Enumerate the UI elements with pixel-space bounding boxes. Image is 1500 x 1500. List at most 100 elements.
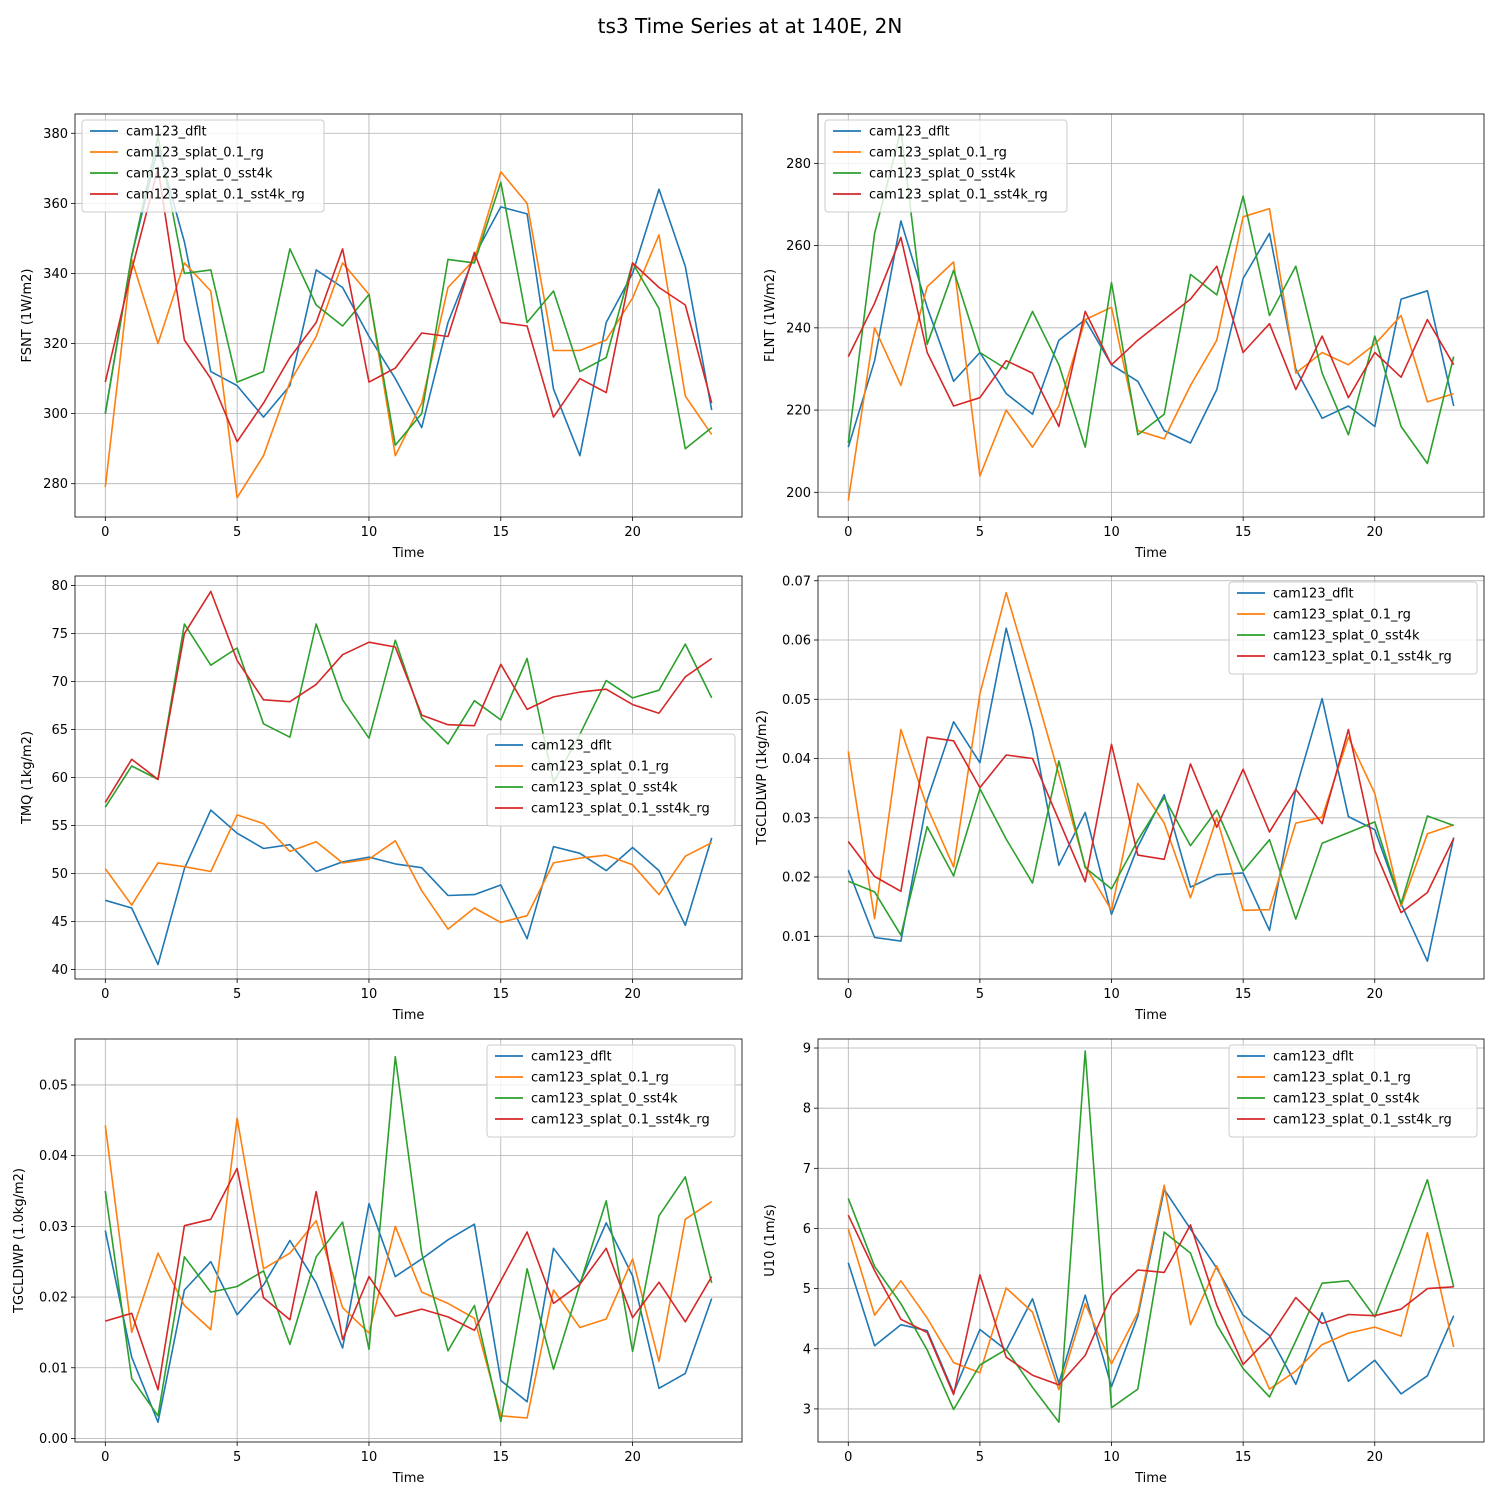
x-tick-label: 15 — [492, 987, 509, 1002]
y-axis-label: FSNT (1W/m2) — [20, 269, 35, 363]
series-line-cam123-splat-0-sst4k — [847, 1050, 1455, 1424]
x-tick-label: 20 — [1366, 1450, 1383, 1465]
y-tick-label: 280 — [43, 477, 68, 492]
y-axis-label: FLNT (1W/m2) — [763, 269, 778, 362]
axes-frame — [817, 575, 1485, 980]
y-tick-label: 6 — [803, 1222, 811, 1237]
y-tick-label: 360 — [43, 197, 68, 212]
x-tick-label: 20 — [1366, 987, 1383, 1002]
y-tick-label: 380 — [43, 127, 68, 142]
x-tick-label: 5 — [976, 1450, 984, 1465]
y-tick-label: 45 — [51, 915, 68, 930]
series-line-cam123-splat-0-1-rg — [847, 1184, 1455, 1391]
y-tick-label: 50 — [51, 867, 68, 882]
legend-entry: cam123_splat_0.1_sst4k_rg — [869, 188, 1048, 203]
series-line-cam123-dflt — [104, 1202, 713, 1424]
series-line-cam123-splat-0-1-sst4k-rg — [847, 236, 1455, 428]
x-tick-label: 15 — [1235, 1450, 1252, 1465]
y-tick-label: 0.01 — [39, 1361, 68, 1376]
legend-entry: cam123_dflt — [531, 739, 612, 754]
y-tick-label: 7 — [803, 1162, 811, 1177]
legend: cam123_dflt cam123_splat_0.1_rg cam123_spl… — [1228, 581, 1478, 675]
chart-tgcldiwp: 0 5 10 15 20 0.00 0.01 0.02 0.03 0.04 0.05 Time TGCL… — [12, 1038, 743, 1486]
legend-entry: cam123_dflt — [1273, 1050, 1354, 1065]
x-axis-label: Time — [1134, 1471, 1167, 1486]
series-line-cam123-dflt — [105, 809, 713, 966]
y-tick-label: 320 — [43, 337, 68, 352]
x-tick-label: 15 — [1235, 987, 1252, 1002]
series-line-cam123-splat-0-1-sst4k-rg — [104, 590, 713, 803]
series-line-cam123-dflt — [847, 627, 1455, 963]
series-line-cam123-dflt — [847, 220, 1455, 448]
legend: cam123_dflt cam123_splat_0.1_rg cam123_spl… — [486, 1044, 736, 1138]
x-tick-label: 5 — [233, 525, 241, 540]
y-tick-label: 80 — [51, 579, 68, 594]
legend-entry: cam123_splat_0_sst4k — [869, 167, 1016, 182]
x-tick-label: 0 — [101, 987, 109, 1002]
legend-entry: cam123_dflt — [531, 1050, 612, 1065]
y-tick-label: 220 — [786, 404, 811, 419]
y-tick-label: 0.03 — [39, 1220, 68, 1235]
y-tick-label: 240 — [786, 321, 811, 336]
axes-frame — [817, 1038, 1485, 1443]
x-axis-label: Time — [392, 546, 425, 561]
legend-entry: cam123_splat_0_sst4k — [126, 167, 273, 182]
x-tick-label: 5 — [233, 1450, 241, 1465]
legend-box — [486, 733, 736, 827]
series-line-cam123-splat-0-sst4k — [104, 135, 713, 450]
legend: cam123_dflt cam123_splat_0.1_rg cam123_spl… — [1228, 1044, 1478, 1138]
y-tick-label: 0.02 — [782, 871, 811, 886]
x-tick-label: 0 — [101, 1450, 109, 1465]
legend-box — [81, 119, 325, 213]
legend: cam123_dflt cam123_splat_0.1_rg cam123_spl… — [486, 733, 736, 827]
legend-box — [824, 119, 1068, 213]
series-line-cam123-splat-0-1-rg — [104, 170, 713, 499]
legend-entry: cam123_splat_0.1_sst4k_rg — [126, 188, 305, 203]
y-tick-label: 55 — [51, 819, 68, 834]
y-tick-label: 0.05 — [782, 693, 811, 708]
x-axis-label: Time — [1134, 1008, 1167, 1023]
y-tick-label: 0.04 — [39, 1149, 68, 1164]
y-tick-label: 70 — [51, 675, 68, 690]
x-tick-label: 0 — [844, 525, 852, 540]
y-tick-label: 8 — [803, 1102, 811, 1117]
y-tick-label: 3 — [803, 1402, 811, 1417]
x-tick-label: 5 — [976, 525, 984, 540]
x-tick-label: 15 — [492, 525, 509, 540]
series-line-cam123-splat-0-1-rg — [847, 207, 1454, 501]
axes-frame — [74, 113, 743, 518]
legend-entry: cam123_splat_0.1_rg — [1273, 608, 1411, 623]
figure-title: ts3 Time Series at at 140E, 2N — [597, 14, 903, 38]
y-tick-label: 0.02 — [39, 1291, 68, 1306]
legend-entry: cam123_splat_0.1_rg — [126, 146, 264, 161]
legend-entry: cam123_splat_0.1_sst4k_rg — [1273, 1113, 1452, 1128]
x-tick-label: 10 — [1103, 525, 1120, 540]
x-tick-label: 10 — [361, 987, 378, 1002]
y-axis-label: TGCLDIWP (1.0kg/m2) — [12, 1168, 27, 1314]
y-tick-label: 0.07 — [782, 574, 811, 589]
y-tick-label: 60 — [51, 771, 68, 786]
y-tick-label: 0.04 — [782, 752, 811, 767]
y-axis-label: TGCLDLWP (1kg/m2) — [755, 710, 770, 846]
y-axis-label: TMQ (1kg/m2) — [20, 731, 35, 825]
y-tick-label: 0.05 — [39, 1078, 68, 1093]
legend-entry: cam123_splat_0_sst4k — [1273, 629, 1420, 644]
y-tick-label: 200 — [786, 486, 811, 501]
x-tick-label: 10 — [361, 525, 378, 540]
x-tick-label: 5 — [233, 987, 241, 1002]
chart-tmq: 0 5 10 15 20 40 45 50 55 60 65 70 75 80 Time TMQ (1kg/m… — [20, 575, 743, 1023]
axes-frame — [74, 1038, 743, 1443]
legend: cam123_dflt cam123_splat_0.1_rg cam123_spl… — [81, 119, 325, 213]
x-tick-label: 0 — [844, 987, 852, 1002]
legend-box — [486, 1044, 736, 1138]
y-tick-label: 0.06 — [782, 634, 811, 649]
y-tick-label: 0.00 — [39, 1432, 68, 1447]
legend-entry: cam123_dflt — [869, 125, 950, 140]
chart-fsnt: 0 5 10 15 20 280 300 320 340 360 380 Time FSNT (1W/m… — [20, 113, 743, 561]
legend-entry: cam123_splat_0.1_rg — [531, 760, 669, 775]
y-tick-label: 300 — [43, 407, 68, 422]
x-tick-label: 0 — [844, 1450, 852, 1465]
series-line-cam123-splat-0-1-rg — [104, 814, 713, 930]
legend-entry: cam123_dflt — [126, 125, 207, 140]
y-tick-label: 280 — [786, 157, 811, 172]
